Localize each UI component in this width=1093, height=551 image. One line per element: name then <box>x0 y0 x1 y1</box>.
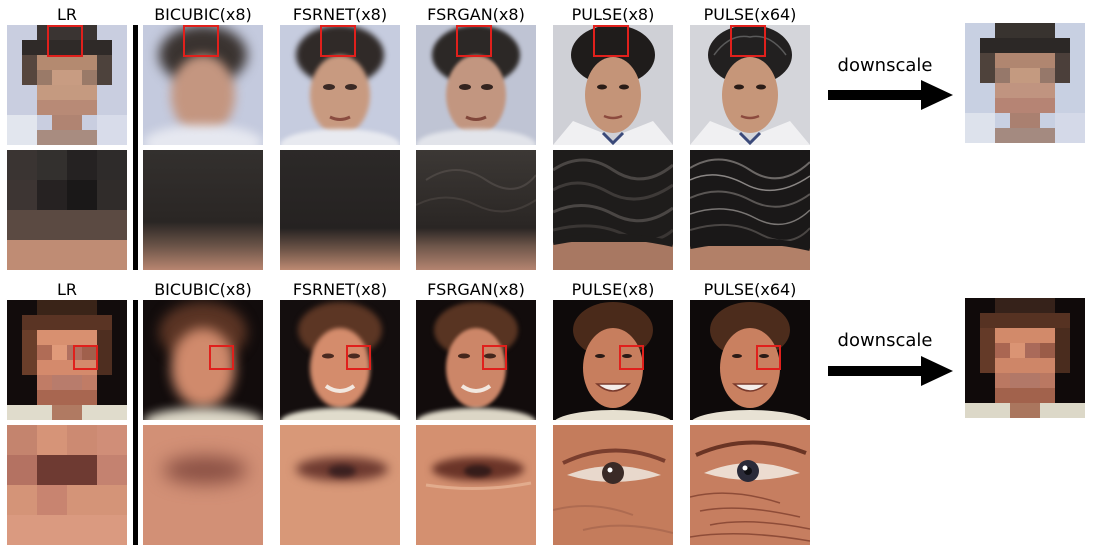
face-pulse-x8-example-2 <box>553 300 673 420</box>
face-fsrgan-example-1 <box>416 25 536 145</box>
column-label-pulse-x64: PULSE(x64) <box>703 5 797 24</box>
column-label-bicubic: BICUBIC(x8) <box>154 5 252 24</box>
highlight-box <box>209 345 234 370</box>
face-lr-example-1 <box>7 25 127 145</box>
downscale-arrow-example-2 <box>828 356 953 386</box>
zoom-bicubic-example-1 <box>143 150 263 270</box>
zoom-pulse-x64-example-1 <box>690 150 810 270</box>
highlight-box <box>619 345 644 370</box>
arrow-label-example-2: downscale <box>837 330 933 351</box>
zoom-bicubic-example-2 <box>143 425 263 545</box>
downscale-arrow-example-1 <box>828 80 953 110</box>
zoom-lr-example-1 <box>7 150 127 270</box>
column-label-fsrgan: FSRGAN(x8) <box>427 5 525 24</box>
zoom-fsrgan-example-2 <box>416 425 536 545</box>
highlight-box <box>456 25 492 57</box>
face-bicubic-example-1 <box>143 25 263 145</box>
highlight-box <box>482 345 507 370</box>
downscaled-face-example-1 <box>965 23 1085 143</box>
separator-bar-bottom <box>133 300 138 545</box>
column-label-pulse-x8-2: PULSE(x8) <box>571 280 655 299</box>
highlight-box <box>73 345 98 370</box>
column-label-fsrgan-2: FSRGAN(x8) <box>427 280 525 299</box>
highlight-box <box>183 25 219 57</box>
highlight-box <box>47 25 83 57</box>
face-fsrnet-example-2 <box>280 300 400 420</box>
column-label-lr: LR <box>56 5 78 24</box>
column-label-pulse-x64-2: PULSE(x64) <box>703 280 797 299</box>
highlight-box <box>756 345 781 370</box>
zoom-lr-example-2 <box>7 425 127 545</box>
column-label-fsrnet-2: FSRNET(x8) <box>292 280 388 299</box>
zoom-fsrnet-example-2 <box>280 425 400 545</box>
highlight-box <box>320 25 356 57</box>
face-pulse-x64-example-2 <box>690 300 810 420</box>
downscaled-face-example-2 <box>965 298 1085 418</box>
face-bicubic-example-2 <box>143 300 263 420</box>
face-pulse-x8-example-1 <box>553 25 673 145</box>
column-label-pulse-x8: PULSE(x8) <box>571 5 655 24</box>
column-label-bicubic-2: BICUBIC(x8) <box>154 280 252 299</box>
face-pulse-x64-example-1 <box>690 25 810 145</box>
highlight-box <box>593 25 629 57</box>
column-label-fsrnet: FSRNET(x8) <box>292 5 388 24</box>
zoom-pulse-x64-example-2 <box>690 425 810 545</box>
face-fsrnet-example-1 <box>280 25 400 145</box>
zoom-pulse-x8-example-1 <box>553 150 673 270</box>
zoom-fsrnet-example-1 <box>280 150 400 270</box>
column-label-lr-2: LR <box>56 280 78 299</box>
arrow-label-example-1: downscale <box>837 55 933 76</box>
face-lr-example-2 <box>7 300 127 420</box>
highlight-box <box>346 345 371 370</box>
highlight-box <box>730 25 766 57</box>
face-fsrgan-example-2 <box>416 300 536 420</box>
zoom-pulse-x8-example-2 <box>553 425 673 545</box>
separator-bar-top <box>133 25 138 270</box>
zoom-fsrgan-example-1 <box>416 150 536 270</box>
